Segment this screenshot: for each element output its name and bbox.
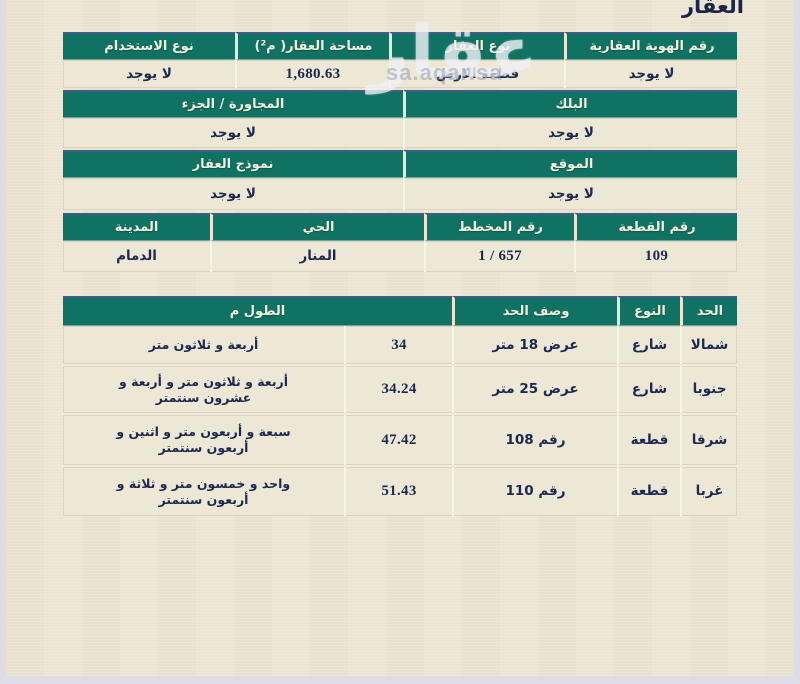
header-cell-property-model: نموذج العقار [63, 150, 403, 178]
header-cell-side: الحد [680, 296, 737, 326]
header-cell-type: النوع [617, 296, 680, 326]
table-row-south: جنوبا شارع عرض 25 متر 34.24 أربعة و ثلاث… [63, 366, 737, 415]
header-cell-length: الطول م [63, 296, 452, 326]
cell-length-number: 34.24 [344, 366, 452, 413]
value-plan-number: 657 / 1 [424, 241, 574, 272]
header-row: رقم القطعة رقم المخطط الحي المدينة [63, 213, 737, 241]
cell-length-number: 47.42 [344, 415, 452, 465]
value-property-model: لا يوجد [210, 185, 256, 202]
header-cell-adjacent-part: المجاورة / الجزء [63, 90, 403, 118]
cell-length-text: واحد و خمسون متر و ثلاثة و أربعون سنتمتر [116, 475, 291, 507]
value-plot-number: 109 [574, 241, 737, 272]
value-row: 109 657 / 1 المنار الدمام [63, 241, 737, 272]
value-usage-type: لا يوجد [126, 65, 172, 82]
value-city: الدمام [116, 248, 157, 265]
cell-description: عرض 18 متر [452, 326, 617, 364]
boundaries-header-row: الحد النوع وصف الحد الطول م [63, 296, 737, 326]
value-row: لا يوجد قطعة الارض 1,680.63 لا يوجد [63, 60, 737, 88]
cell-type: قطعة [617, 467, 680, 516]
cell-description: رقم 110 [452, 467, 617, 516]
value-block: لا يوجد [403, 118, 737, 148]
header-cell-block: البلك [403, 90, 737, 118]
cell-side: شرقا [680, 415, 737, 465]
header-row: الموقع نموذج العقار [63, 150, 737, 178]
value-district: المنار [210, 241, 424, 272]
property-section-2: البلك المجاورة / الجزء لا يوجد لا يوجد [63, 90, 737, 148]
value-row: لا يوجد لا يوجد [63, 118, 737, 148]
cell-length-number: 34 [344, 326, 452, 364]
cell-side: جنوبا [680, 366, 737, 413]
cell-type: شارع [617, 366, 680, 413]
property-section-1: رقم الهوية العقارية نوع العقار مساحة الع… [63, 32, 737, 88]
cell-side: غربا [680, 467, 737, 516]
page-title: العقار [681, 0, 744, 18]
header-cell-description: وصف الحد [452, 296, 617, 326]
header-cell-location: الموقع [403, 150, 737, 178]
header-cell-city: المدينة [63, 213, 210, 241]
value-location: لا يوجد [403, 178, 737, 210]
cell-type: شارع [617, 326, 680, 364]
header-cell-district: الحي [210, 213, 424, 241]
header-cell-usage-type: نوع الاستخدام [63, 32, 235, 60]
table-row-west: غربا قطعة رقم 110 51.43 واحد و خمسون متر… [63, 467, 737, 516]
header-cell-plan-number: رقم المخطط [424, 213, 574, 241]
header-cell-area: مساحة العقار( م²) [235, 32, 389, 60]
cell-length-text: أربعة و ثلاثون متر [148, 337, 259, 353]
header-cell-plot-number: رقم القطعة [574, 213, 737, 241]
table-row-north: شمالا شارع عرض 18 متر 34 أربعة و ثلاثون … [63, 326, 737, 366]
table-row-east: شرقا قطعة رقم 108 47.42 سبعة و أربعون مت… [63, 415, 737, 467]
boundaries-table: الحد النوع وصف الحد الطول م شمالا شارع ع… [63, 296, 737, 516]
value-row: لا يوجد لا يوجد [63, 178, 737, 210]
cell-length-number: 51.43 [344, 467, 452, 516]
cell-type: قطعة [617, 415, 680, 465]
cell-length-text: سبعة و أربعون متر و اثنين و أربعون سنتمت… [116, 424, 291, 455]
value-adjacent-part: لا يوجد [210, 124, 256, 141]
header-cell-property-type: نوع العقار [389, 32, 564, 60]
header-cell-identity-number: رقم الهوية العقارية [564, 32, 737, 60]
document-page: العقار رقم الهوية العقارية نوع العقار مس… [6, 0, 794, 676]
cell-description: رقم 108 [452, 415, 617, 465]
property-section-4: رقم القطعة رقم المخطط الحي المدينة 109 6… [63, 213, 737, 272]
value-property-type: قطعة الارض [389, 60, 564, 88]
cell-length-text: أربعة و ثلاثون متر و أربعة و عشرون سنتمت… [118, 373, 289, 405]
property-section-3: الموقع نموذج العقار لا يوجد لا يوجد [63, 150, 737, 210]
cell-side: شمالا [680, 326, 737, 364]
header-row: رقم الهوية العقارية نوع العقار مساحة الع… [63, 32, 737, 60]
value-area: 1,680.63 [235, 60, 389, 88]
value-identity-number: لا يوجد [564, 60, 737, 88]
header-row: البلك المجاورة / الجزء [63, 90, 737, 118]
cell-description: عرض 25 متر [452, 366, 617, 413]
